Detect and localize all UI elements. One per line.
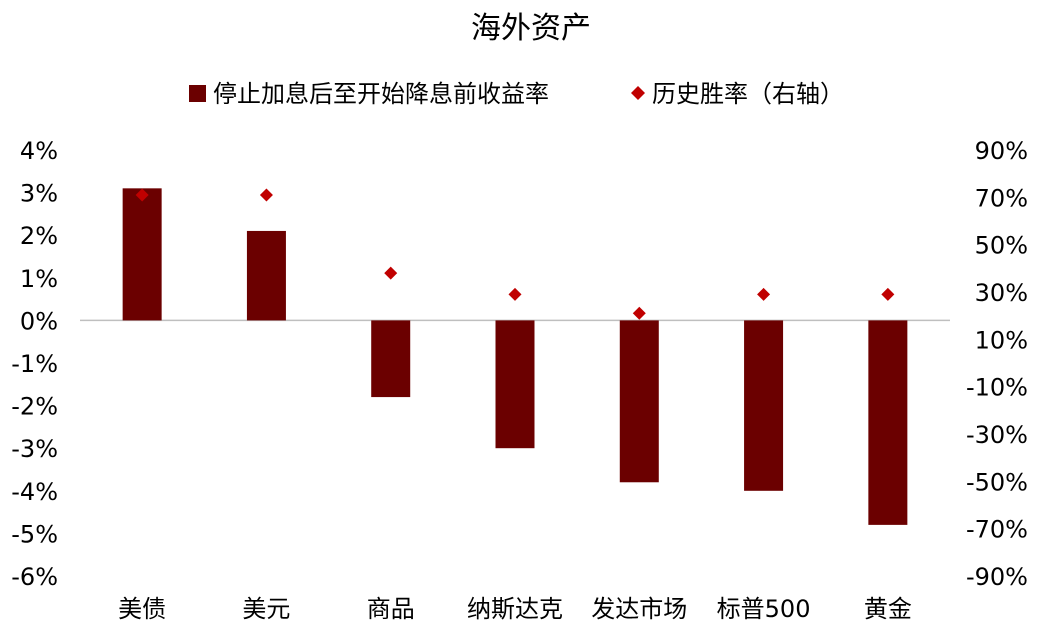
bar bbox=[868, 320, 908, 525]
right-tick-label: -30% bbox=[966, 421, 1028, 449]
right-tick-label: 70% bbox=[975, 184, 1028, 212]
bar bbox=[744, 320, 784, 491]
bar bbox=[246, 230, 286, 321]
legend-swatch-diamond bbox=[631, 86, 645, 100]
left-tick-label: 1% bbox=[20, 265, 58, 293]
winrate-point bbox=[881, 287, 895, 301]
legend-label-return: 停止加息后至开始降息前收益率 bbox=[213, 80, 549, 108]
legend-swatch-bar bbox=[189, 85, 206, 102]
winrate-point bbox=[384, 266, 398, 280]
legend-label-winrate: 历史胜率（右轴） bbox=[652, 80, 844, 108]
bar bbox=[495, 320, 535, 449]
bar bbox=[371, 320, 411, 398]
right-tick-label: 30% bbox=[975, 279, 1028, 307]
left-tick-label: -5% bbox=[11, 520, 58, 548]
right-tick-label: -10% bbox=[966, 374, 1028, 402]
right-tick-label: -90% bbox=[966, 563, 1028, 591]
category-label: 黄金 bbox=[864, 595, 912, 623]
winrate-point bbox=[135, 188, 149, 202]
winrate-point bbox=[259, 188, 273, 202]
category-label: 商品 bbox=[367, 595, 415, 623]
category-label: 纳斯达克 bbox=[467, 595, 563, 623]
left-tick-label: 0% bbox=[20, 307, 58, 335]
left-tick-label: 2% bbox=[20, 222, 58, 250]
legend: 停止加息后至开始降息前收益率 历史胜率（右轴） bbox=[189, 80, 844, 108]
left-axis: 4% 3% 2% 1% 0% -1% -2% -3% -4% -5% -6% bbox=[11, 137, 58, 591]
left-tick-label: -6% bbox=[11, 563, 58, 591]
category-label: 标普500 bbox=[717, 595, 811, 623]
bar bbox=[122, 188, 162, 321]
winrate-point bbox=[508, 287, 522, 301]
right-tick-label: -50% bbox=[966, 468, 1028, 496]
left-tick-label: -1% bbox=[11, 350, 58, 378]
category-axis: 美债 美元 商品 纳斯达克 发达市场 标普500 黄金 bbox=[118, 595, 912, 623]
bar bbox=[619, 320, 659, 483]
left-tick-label: -3% bbox=[11, 435, 58, 463]
category-label: 美债 bbox=[118, 595, 166, 623]
winrate-point bbox=[757, 287, 771, 301]
right-tick-label: 10% bbox=[975, 326, 1028, 354]
chart-title: 海外资产 bbox=[471, 11, 591, 46]
left-tick-label: -2% bbox=[11, 393, 58, 421]
category-label: 美元 bbox=[242, 595, 290, 623]
category-label: 发达市场 bbox=[591, 595, 687, 623]
left-tick-label: -4% bbox=[11, 478, 58, 506]
bar-series bbox=[122, 188, 908, 525]
right-tick-label: -70% bbox=[966, 516, 1028, 544]
right-tick-label: 50% bbox=[975, 232, 1028, 260]
winrate-series bbox=[135, 188, 895, 320]
right-tick-label: 90% bbox=[975, 137, 1028, 165]
left-tick-label: 3% bbox=[20, 180, 58, 208]
right-axis: 90% 70% 50% 30% 10% -10% -30% -50% -70% -90% bbox=[966, 137, 1028, 591]
left-tick-label: 4% bbox=[20, 137, 58, 165]
winrate-point bbox=[632, 306, 646, 320]
